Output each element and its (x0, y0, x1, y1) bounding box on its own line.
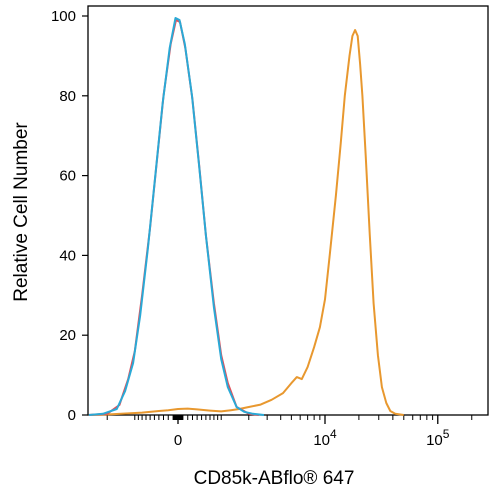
y-tick-label: 80 (59, 88, 76, 105)
x-minor-ticks (106, 415, 473, 420)
y-axis-ticks: 0 20 40 60 80 100 (51, 8, 88, 424)
y-tick-label: 20 (59, 327, 76, 344)
y-tick-label: 40 (59, 247, 76, 264)
y-axis-title: Relative Cell Number (11, 122, 32, 302)
x-tick-label: 104 (313, 427, 337, 449)
series-line-2 (88, 19, 259, 416)
series-line-1 (88, 29, 404, 416)
x-tick-label: 105 (426, 427, 450, 449)
plot-frame (87, 5, 489, 416)
x-axis-ticks: 0104105106 (174, 415, 450, 449)
series-line-3 (88, 17, 265, 416)
y-tick-label: 100 (51, 8, 76, 25)
series-layer (88, 17, 404, 416)
x-tick-label: 0 (174, 432, 182, 449)
x-axis-title: CD85k-ABflo® 647 (194, 468, 355, 489)
y-tick-label: 60 (59, 168, 76, 185)
y-tick-label: 0 (68, 407, 76, 424)
